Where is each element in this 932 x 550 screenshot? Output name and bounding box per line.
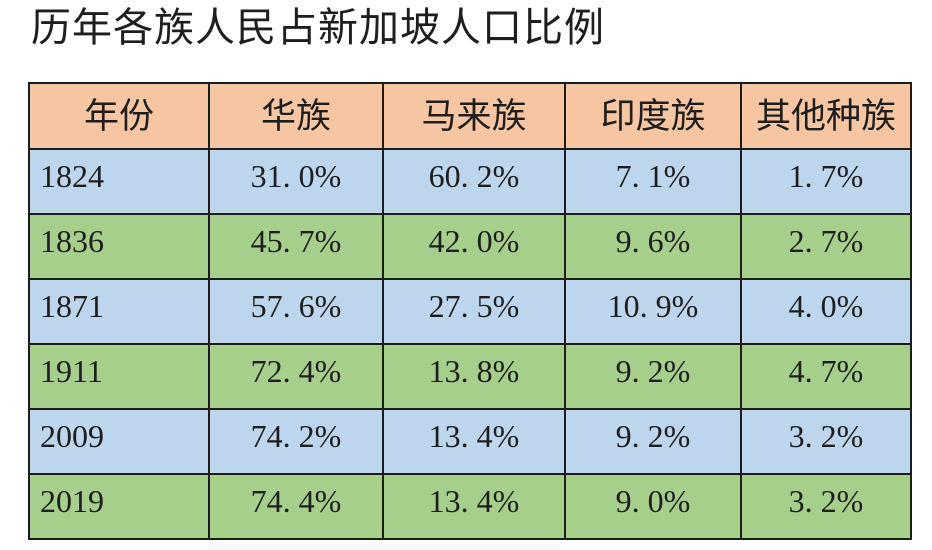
value-cell: 3. 2% [740,408,912,475]
year-cell: 2019 [28,473,210,540]
value-cell: 2. 7% [740,213,912,280]
column-header-4: 印度族 [564,82,742,150]
value-cell: 7. 1% [564,148,742,215]
table-row: 1871 57. 6% 27. 5% 10. 9% 4. 0% [28,278,912,345]
table-header-row: 年份 华族 马来族 印度族 其他种族 [28,82,912,150]
value-cell: 1. 7% [740,148,912,215]
value-cell: 13. 4% [382,473,566,540]
value-cell: 13. 4% [382,408,566,475]
table-body: 1824 31. 0% 60. 2% 7. 1% 1. 7% 1836 45. 7% 42. … [28,148,912,540]
value-cell: 3. 2% [740,473,912,540]
column-header-1: 年份 [28,82,210,150]
column-header-3: 马来族 [382,82,566,150]
value-cell: 9. 0% [564,473,742,540]
value-cell: 42. 0% [382,213,566,280]
year-cell: 1836 [28,213,210,280]
table-row: 2019 74. 4% 13. 4% 9. 0% 3. 2% [28,473,912,540]
year-cell: 1871 [28,278,210,345]
value-cell: 27. 5% [382,278,566,345]
value-cell: 31. 0% [208,148,384,215]
value-cell: 9. 6% [564,213,742,280]
value-cell: 74. 4% [208,473,384,540]
column-header-5: 其他种族 [740,82,912,150]
bottom-artifact-bar [208,543,560,550]
value-cell: 45. 7% [208,213,384,280]
value-cell: 74. 2% [208,408,384,475]
year-cell: 1824 [28,148,210,215]
table-row: 2009 74. 2% 13. 4% 9. 2% 3. 2% [28,408,912,475]
value-cell: 10. 9% [564,278,742,345]
value-cell: 4. 7% [740,343,912,410]
table-row: 1824 31. 0% 60. 2% 7. 1% 1. 7% [28,148,912,215]
year-cell: 1911 [28,343,210,410]
value-cell: 9. 2% [564,408,742,475]
value-cell: 13. 8% [382,343,566,410]
value-cell: 9. 2% [564,343,742,410]
year-cell: 2009 [28,408,210,475]
page-title: 历年各族人民占新加坡人口比例 [31,5,605,50]
value-cell: 60. 2% [382,148,566,215]
value-cell: 72. 4% [208,343,384,410]
column-header-2: 华族 [208,82,384,150]
table-row: 1911 72. 4% 13. 8% 9. 2% 4. 7% [28,343,912,410]
population-table: 年份 华族 马来族 印度族 其他种族 1824 31. 0% 60. 2% 7. 1% 1. 7… [28,82,912,540]
value-cell: 57. 6% [208,278,384,345]
table-row: 1836 45. 7% 42. 0% 9. 6% 2. 7% [28,213,912,280]
value-cell: 4. 0% [740,278,912,345]
